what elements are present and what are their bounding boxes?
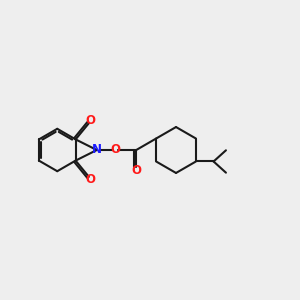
Text: N: N <box>92 143 102 157</box>
Text: O: O <box>131 164 141 177</box>
Text: O: O <box>85 173 95 186</box>
Text: O: O <box>85 114 95 127</box>
Text: O: O <box>110 143 120 157</box>
